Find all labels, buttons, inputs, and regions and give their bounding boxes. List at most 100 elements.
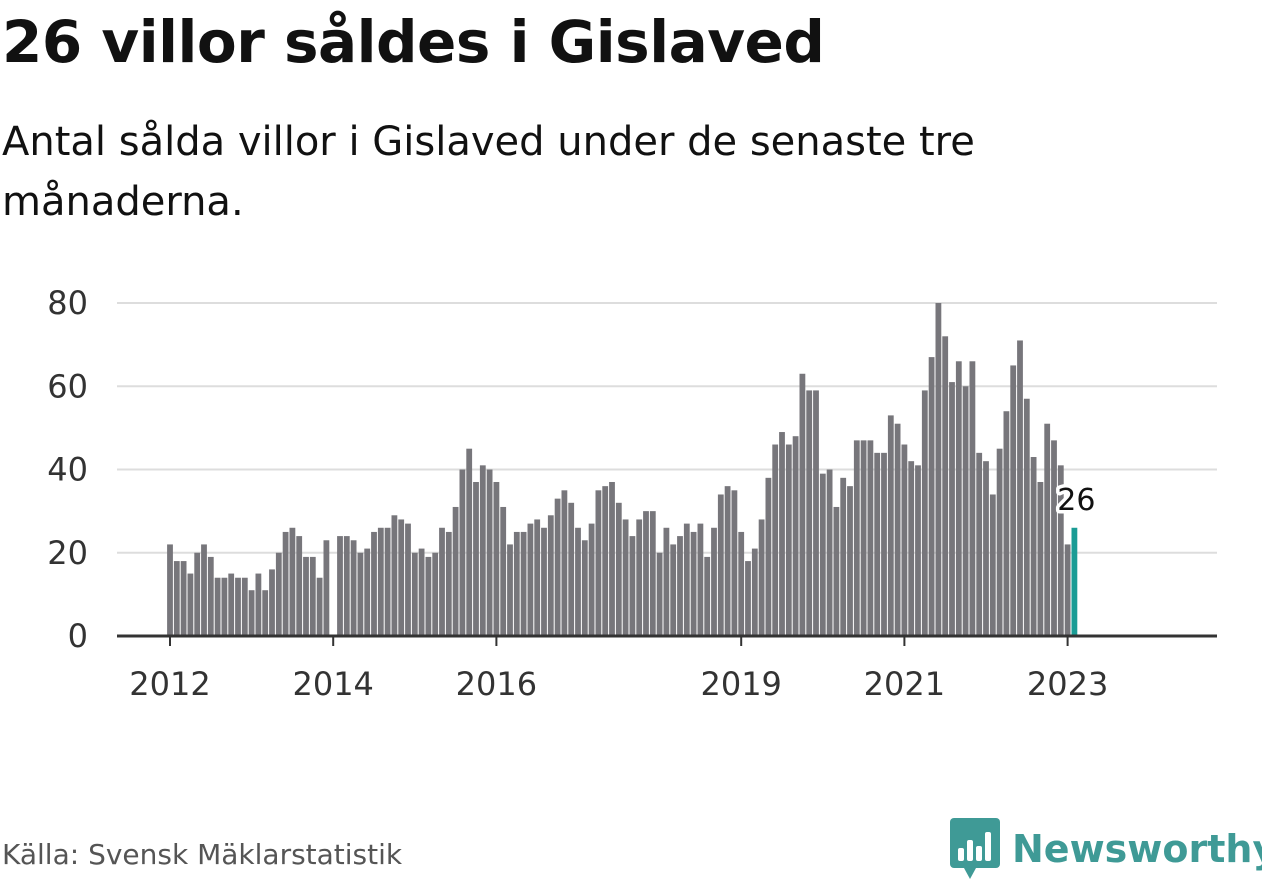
bar: [819, 473, 826, 636]
bar: [595, 490, 602, 636]
y-tick-label: 0: [68, 617, 88, 655]
bar: [398, 519, 405, 636]
bar: [677, 536, 683, 636]
bar: [996, 448, 1003, 636]
bars: [167, 303, 1078, 637]
bar: [534, 519, 541, 636]
y-tick-label: 80: [47, 284, 88, 322]
bar: [228, 573, 235, 636]
bar: [894, 423, 901, 636]
bar: [1030, 457, 1037, 636]
bar: [853, 440, 860, 636]
bar: [588, 523, 595, 636]
bar: [357, 552, 364, 636]
bar: [473, 481, 479, 636]
bar: [221, 577, 228, 636]
bar: [513, 531, 520, 636]
chart-subtitle: Antal sålda villor i Gislaved under de s…: [2, 119, 975, 225]
brand-logo[interactable]: Newsworthy: [950, 818, 1262, 880]
bar: [976, 452, 983, 636]
bar: [717, 494, 724, 636]
bar: [581, 540, 588, 636]
bar: [316, 577, 323, 636]
bar: [636, 519, 643, 636]
bar: [643, 511, 649, 637]
bar: [935, 303, 942, 636]
bar: [928, 357, 935, 636]
bar: [377, 527, 384, 636]
bar: [384, 527, 391, 636]
bar: [323, 540, 330, 636]
bar: [493, 481, 500, 636]
labels: 0 20 40 60 80 2012 2014 2016 2019 2021 2023 26: [47, 284, 1108, 703]
bar: [459, 469, 466, 636]
bar: [425, 556, 432, 636]
bar: [561, 490, 568, 636]
bar: [391, 515, 398, 636]
bar: [1064, 544, 1071, 636]
bar: [445, 531, 452, 636]
bar: [1051, 440, 1057, 636]
bar: [921, 390, 928, 636]
bar: [541, 527, 547, 636]
y-tick-label: 20: [47, 534, 88, 572]
bar: [663, 527, 670, 636]
bar: [575, 527, 581, 636]
bar: [901, 444, 908, 636]
bar: [520, 531, 527, 636]
y-tick-label: 40: [47, 451, 88, 489]
x-tick-label: 2019: [700, 665, 781, 703]
bar: [908, 461, 915, 636]
x-tick-label: 2012: [129, 665, 210, 703]
bar: [622, 519, 629, 636]
bar: [214, 577, 221, 636]
bar: [432, 552, 439, 636]
bar: [418, 548, 425, 636]
bar: [167, 544, 173, 636]
bar: [969, 361, 976, 636]
bar: [452, 506, 459, 636]
bar: [364, 548, 371, 636]
bar: [758, 519, 765, 636]
bar: [207, 556, 214, 636]
bar: [479, 465, 486, 636]
bar: [745, 561, 751, 636]
bar: [690, 531, 697, 636]
bar: [1023, 398, 1030, 636]
bar: [792, 436, 799, 636]
bar: [670, 544, 677, 636]
bar: [554, 498, 561, 636]
bar: [405, 523, 411, 636]
bar: [772, 444, 779, 636]
bar: [949, 382, 955, 636]
bar: [711, 527, 717, 636]
bar: [194, 552, 201, 636]
x-tick-label: 2023: [1027, 665, 1108, 703]
bar: [248, 590, 255, 636]
bar: [683, 523, 690, 636]
bar: [282, 531, 289, 636]
bar: [704, 556, 711, 636]
bar: [602, 486, 609, 636]
bar: [371, 531, 377, 636]
bar: [568, 502, 575, 636]
bar: [486, 469, 493, 636]
bar: [656, 552, 663, 636]
bar-chart: 0 20 40 60 80 2012 2014 2016 2019 2021 2023 26: [47, 284, 1217, 703]
bar: [466, 448, 473, 636]
bar: [337, 536, 343, 636]
bar: [833, 506, 840, 636]
bar: [303, 556, 309, 636]
bar: [738, 531, 745, 636]
bar: [439, 527, 445, 636]
bar: [309, 556, 316, 636]
bar: [840, 477, 847, 636]
bar: [180, 561, 187, 636]
bar: [779, 432, 785, 636]
bar: [629, 536, 636, 636]
bar: [609, 481, 615, 636]
bar: [826, 469, 833, 636]
bar: [615, 502, 622, 636]
bar-highlight: [1071, 527, 1078, 636]
bar: [1037, 481, 1044, 636]
